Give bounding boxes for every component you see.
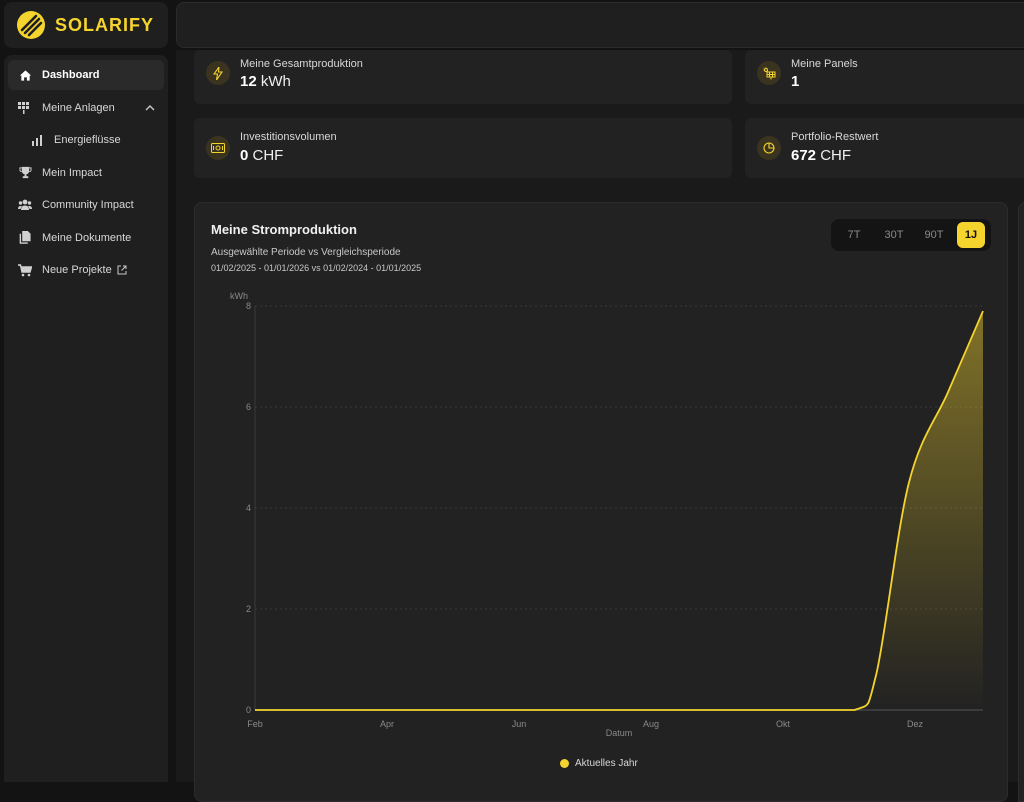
side-card-edge bbox=[1018, 202, 1024, 802]
stat-card-panels: Meine Panels 1 bbox=[745, 50, 1024, 104]
brand-name: SOLARIFY bbox=[55, 14, 155, 35]
stat-value: 672 CHF bbox=[791, 147, 851, 164]
stat-number: 672 bbox=[791, 147, 817, 164]
stat-label: Meine Panels bbox=[791, 58, 858, 70]
stat-value: 0 CHF bbox=[240, 147, 283, 164]
chart-card-stromproduktion: Meine Stromproduktion Ausgewählte Period… bbox=[194, 202, 1008, 802]
legend-label: Aktuelles Jahr bbox=[575, 758, 638, 769]
stat-number: 0 bbox=[240, 147, 249, 164]
production-chart[interactable]: 0 2 4 6 8 Feb Apr Jun Aug Okt Dez kWh Datum bbox=[195, 203, 1007, 783]
sidebar-item-label: Neue Projekte bbox=[42, 264, 112, 276]
sidebar-item-energiefluesse[interactable]: Energieflüsse bbox=[8, 125, 164, 155]
sidebar-item-label: Meine Anlagen bbox=[42, 101, 115, 114]
lightning-icon bbox=[206, 61, 230, 85]
stat-card-restwert: Portfolio-Restwert 672 CHF bbox=[745, 118, 1024, 178]
chart-date-range: 01/02/2025 - 01/01/2026 vs 01/02/2024 - … bbox=[211, 263, 422, 273]
home-icon bbox=[18, 68, 32, 82]
pie-chart-icon bbox=[757, 136, 781, 160]
sidebar-item-label: Dashboard bbox=[42, 69, 100, 81]
legend-dot bbox=[560, 759, 569, 768]
stat-value: 12 kWh bbox=[240, 73, 291, 90]
cart-icon bbox=[18, 263, 32, 277]
x-tick-label: Okt bbox=[776, 719, 791, 729]
y-tick-label: 6 bbox=[246, 402, 251, 412]
x-tick-label: Dez bbox=[907, 719, 924, 729]
stat-label: Meine Gesamtproduktion bbox=[240, 58, 363, 70]
sidebar-item-label: Meine Dokumente bbox=[42, 231, 132, 244]
sidebar-item-mein-impact[interactable]: Mein Impact bbox=[8, 158, 164, 188]
sidebar-item-neue-projekte[interactable]: Neue Projekte bbox=[8, 255, 164, 285]
top-bar bbox=[176, 2, 1024, 48]
stat-number: 12 bbox=[240, 73, 257, 90]
users-icon bbox=[18, 198, 32, 212]
solarify-logo-icon bbox=[17, 11, 45, 39]
solar-panels-icon bbox=[18, 101, 32, 115]
sidebar-item-label: Energieflüsse bbox=[54, 134, 121, 146]
y-tick-label: 2 bbox=[246, 604, 251, 614]
stat-unit: kWh bbox=[260, 73, 291, 90]
period-button-7t[interactable]: 7T bbox=[847, 229, 861, 241]
money-icon bbox=[206, 136, 230, 160]
x-tick-label: Feb bbox=[247, 719, 263, 729]
y-axis-label: kWh bbox=[230, 291, 248, 301]
sidebar-item-label: Community Impact bbox=[42, 199, 134, 211]
x-tick-label: Aug bbox=[643, 719, 659, 729]
sidebar-item-label: Mein Impact bbox=[42, 166, 102, 179]
chart-title: Meine Stromproduktion bbox=[211, 222, 357, 237]
period-selector: 7T 30T 90T 1J bbox=[831, 219, 991, 251]
y-tick-label: 8 bbox=[246, 301, 251, 311]
chart-subtitle: Ausgewählte Periode vs Vergleichsperiode bbox=[211, 247, 401, 258]
y-tick-label: 4 bbox=[246, 503, 251, 513]
series-area-aktuelles-jahr bbox=[255, 311, 983, 710]
stat-card-gesamtproduktion: Meine Gesamtproduktion 12 kWh bbox=[194, 50, 732, 104]
x-tick-label: Apr bbox=[380, 719, 394, 729]
stat-unit: CHF bbox=[820, 147, 852, 164]
bar-chart-icon bbox=[30, 133, 44, 147]
series-line-aktuelles-jahr[interactable] bbox=[254, 310, 984, 711]
brand-logo[interactable]: SOLARIFY bbox=[4, 2, 168, 48]
external-link-icon bbox=[117, 265, 127, 275]
period-button-1j[interactable]: 1J bbox=[957, 222, 985, 248]
documents-icon bbox=[18, 231, 32, 245]
chevron-up-icon[interactable] bbox=[144, 102, 156, 114]
solar-panel-icon bbox=[757, 61, 781, 85]
trophy-icon bbox=[18, 166, 32, 180]
x-tick-label: Jun bbox=[512, 719, 527, 729]
period-button-30t[interactable]: 30T bbox=[884, 229, 904, 241]
sidebar-item-meine-dokumente[interactable]: Meine Dokumente bbox=[8, 223, 164, 253]
sidebar-item-meine-anlagen[interactable]: Meine Anlagen bbox=[8, 93, 164, 123]
stat-number: 1 bbox=[791, 73, 800, 90]
period-button-90t[interactable]: 90T bbox=[924, 229, 944, 241]
sidebar-item-dashboard[interactable]: Dashboard bbox=[8, 60, 164, 90]
y-tick-label: 0 bbox=[246, 705, 251, 715]
sidebar-item-community-impact[interactable]: Community Impact bbox=[8, 190, 164, 220]
sidebar: Dashboard Meine Anlagen Energieflüsse Me… bbox=[4, 55, 168, 782]
x-axis-label: Datum bbox=[606, 728, 633, 738]
stat-value: 1 bbox=[791, 73, 799, 90]
stat-label: Investitionsvolumen bbox=[240, 131, 337, 143]
stat-label: Portfolio-Restwert bbox=[791, 131, 879, 143]
stat-unit: CHF bbox=[252, 147, 284, 164]
chart-legend[interactable]: Aktuelles Jahr bbox=[560, 758, 638, 769]
stat-card-investition: Investitionsvolumen 0 CHF bbox=[194, 118, 732, 178]
